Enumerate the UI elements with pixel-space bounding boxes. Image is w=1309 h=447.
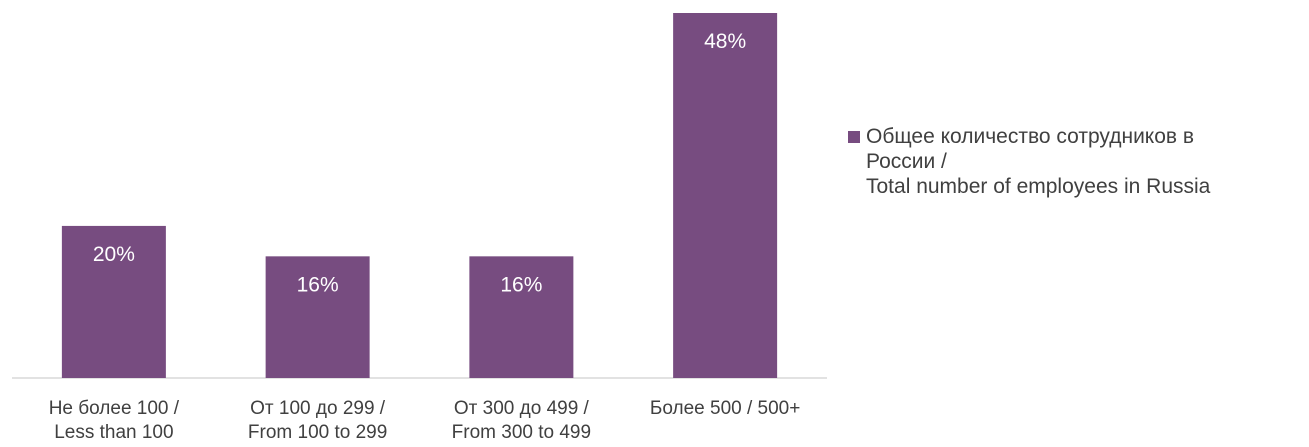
legend: Общее количество сотрудников в России / … (848, 124, 1303, 199)
value-labels-group: 20% 16% 16% 48% (93, 30, 746, 296)
bar-value-label: 20% (93, 243, 135, 266)
category-label: От 100 до 299 /From 100 to 299 (248, 398, 387, 443)
bar (61, 225, 166, 378)
bar (673, 13, 778, 378)
category-label: От 300 до 499 /From 300 to 499 (452, 398, 591, 443)
bar (265, 256, 370, 378)
category-labels-group: Не более 100 /Less than 100 От 100 до 299… (49, 398, 801, 443)
bars-group (61, 13, 778, 378)
bar-value-label: 16% (500, 273, 542, 296)
legend-label: Общее количество сотрудников в России / … (866, 125, 1211, 198)
bar-value-label: 48% (704, 30, 746, 53)
bar-value-label: 16% (297, 273, 339, 296)
bar (469, 256, 574, 378)
legend-swatch (848, 131, 860, 143)
category-label: Не более 100 /Less than 100 (49, 398, 180, 443)
category-label: Более 500 / 500+ (650, 398, 800, 419)
